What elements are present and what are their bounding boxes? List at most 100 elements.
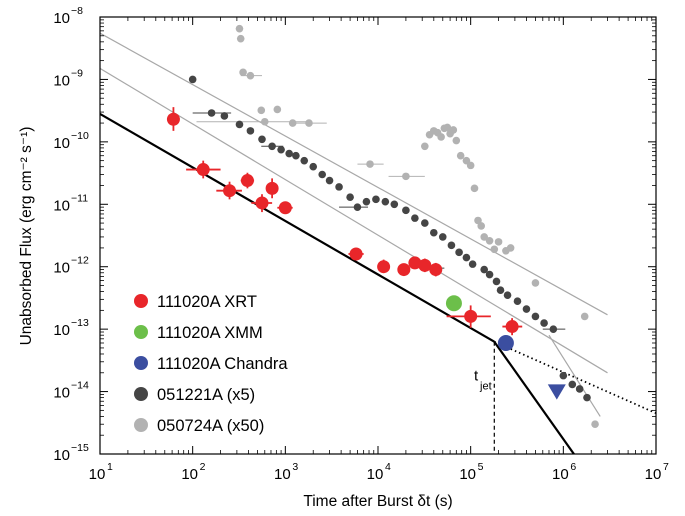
- x-tick-exp-2: 3: [292, 461, 298, 473]
- marker-5-6: [260, 117, 269, 126]
- marker-0-11: [418, 258, 432, 272]
- marker-5-27: [480, 233, 489, 241]
- x-tick-exp-3: 4: [385, 461, 391, 473]
- y-tick-label-6: 10: [53, 72, 70, 89]
- x-tick-exp-6: 7: [663, 461, 669, 473]
- x-tick-label-1: 10: [181, 466, 198, 483]
- x-tick-label-6: 10: [645, 466, 662, 483]
- marker-4-23: [421, 219, 429, 227]
- x-tick-exp-5: 6: [570, 461, 576, 473]
- x-tick-label-3: 10: [367, 466, 384, 483]
- marker-4-41: [568, 380, 577, 389]
- legend-label-0: 111020A XRT: [157, 293, 257, 311]
- marker-4-1: [207, 109, 216, 117]
- x-tick-label-5: 10: [552, 466, 569, 483]
- marker-4-13: [325, 176, 334, 185]
- marker-4-28: [462, 253, 471, 262]
- line-6: [548, 334, 601, 417]
- marker-4-19: [381, 197, 390, 206]
- marker-5-33: [531, 279, 540, 287]
- marker-0-6: [278, 201, 292, 215]
- marker-5-26: [477, 222, 486, 230]
- marker-0-1: [196, 163, 210, 177]
- x-tick-label-2: 10: [274, 466, 291, 483]
- marker-4-12: [318, 170, 327, 179]
- y-tick-exp-2: −13: [71, 317, 89, 329]
- marker-4-29: [468, 260, 477, 268]
- marker-0-10: [408, 256, 422, 270]
- marker-4-2: [220, 112, 229, 120]
- marker-5-21: [456, 151, 465, 160]
- legend-label-2: 111020A Chandra: [157, 355, 288, 373]
- marker-4-37: [531, 312, 540, 321]
- marker-4-21: [402, 206, 410, 215]
- y-tick-label-1: 10: [53, 385, 70, 402]
- marker-2-0: [497, 334, 514, 351]
- x-tick-exp-0: 1: [107, 461, 113, 473]
- marker-0-3: [240, 174, 254, 188]
- y-tick-exp-7: −8: [71, 5, 83, 17]
- line-5: [100, 32, 608, 316]
- marker-3-0: [547, 384, 566, 400]
- marker-4-36: [522, 305, 531, 313]
- marker-0-5: [265, 181, 279, 195]
- marker-0-0: [166, 112, 180, 126]
- legend-label-3: 051221A (x5): [157, 386, 255, 404]
- marker-4-8: [285, 149, 293, 158]
- marker-5-32: [506, 244, 515, 252]
- marker-5-4: [257, 106, 266, 115]
- marker-4-40: [559, 371, 568, 380]
- marker-4-27: [455, 248, 463, 257]
- y-tick-label-4: 10: [53, 197, 70, 214]
- data-markers: [166, 24, 599, 429]
- marker-5-17: [443, 123, 452, 132]
- legend-marker-2: [134, 356, 148, 370]
- marker-0-9: [397, 263, 411, 277]
- marker-4-43: [583, 393, 591, 402]
- marker-4-38: [540, 319, 548, 327]
- model-lines: [100, 32, 656, 454]
- marker-4-20: [390, 200, 399, 209]
- line-4: [100, 67, 608, 374]
- marker-5-7: [288, 119, 297, 127]
- marker-4-31: [485, 270, 494, 279]
- y-tick-exp-5: −10: [71, 130, 89, 142]
- marker-5-28: [485, 237, 494, 245]
- x-tick-label-0: 10: [89, 466, 106, 483]
- x-tick-exp-4: 5: [478, 461, 484, 473]
- marker-4-10: [300, 156, 309, 165]
- y-tick-label-0: 10: [53, 447, 70, 464]
- y-axis-label: Unabsorbed Flux (erg cm⁻² s⁻¹): [18, 127, 35, 346]
- y-tick-exp-3: −12: [71, 255, 89, 267]
- x-tick-exp-1: 2: [200, 461, 206, 473]
- y-tick-exp-0: −15: [71, 442, 89, 454]
- marker-4-7: [277, 145, 285, 154]
- y-tick-label-5: 10: [53, 135, 70, 152]
- marker-5-24: [470, 184, 479, 193]
- marker-4-24: [429, 228, 438, 237]
- marker-4-15: [346, 193, 354, 201]
- marker-5-5: [273, 105, 282, 114]
- marker-0-4: [255, 196, 269, 210]
- y-tick-exp-6: −9: [71, 67, 83, 79]
- marker-4-0: [188, 75, 197, 84]
- marker-4-33: [496, 286, 505, 295]
- marker-5-10: [402, 172, 410, 181]
- marker-4-35: [513, 297, 522, 306]
- legend-label-4: 050724A (x50): [157, 417, 264, 435]
- annotation-0: t: [474, 367, 479, 384]
- marker-5-35: [591, 420, 599, 429]
- marker-0-2: [223, 184, 237, 198]
- marker-4-17: [362, 197, 371, 206]
- y-tick-label-7: 10: [53, 10, 70, 27]
- x-tick-label-4: 10: [459, 466, 476, 483]
- marker-0-14: [505, 320, 519, 334]
- y-tick-label-3: 10: [53, 260, 70, 277]
- marker-4-4: [246, 127, 255, 135]
- legend-marker-0: [134, 294, 148, 308]
- marker-5-20: [452, 136, 461, 145]
- marker-0-12: [429, 263, 443, 277]
